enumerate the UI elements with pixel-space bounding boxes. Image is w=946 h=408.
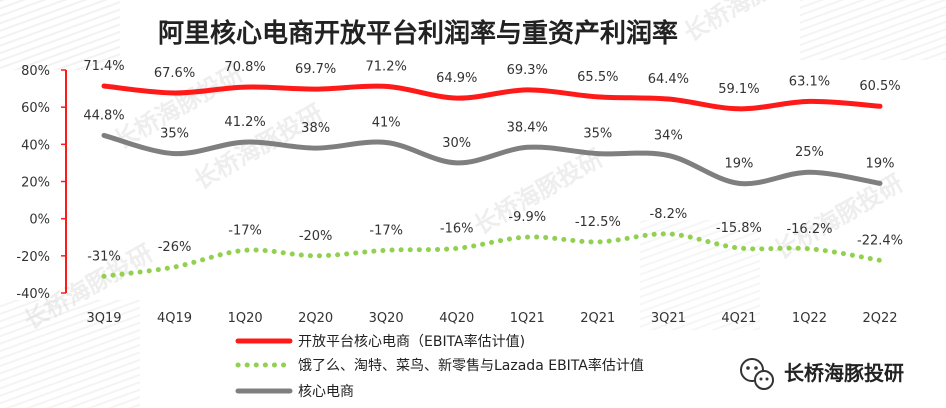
- x-tick-label: 4Q20: [439, 311, 474, 326]
- data-label-core-ecommerce-margin: 38%: [301, 121, 330, 136]
- data-label-new-business-margin: -22.4%: [857, 233, 903, 248]
- data-label-core-ecommerce-margin: 25%: [795, 145, 824, 160]
- x-tick-label: 1Q22: [792, 311, 827, 326]
- data-label-new-business-margin: -31%: [87, 249, 121, 264]
- legend-label-open-platform-margin: 开放平台核心电商（EBITA率估计值): [298, 333, 525, 350]
- y-tick-label: 0%: [29, 213, 50, 228]
- series-line-core-ecommerce-margin: [101, 132, 883, 187]
- watermark: 长桥海豚投研: [769, 169, 908, 265]
- data-label-core-ecommerce-margin: 44.8%: [83, 108, 124, 123]
- y-tick-label: 20%: [21, 176, 50, 191]
- data-label-core-ecommerce-margin: 41%: [372, 115, 401, 130]
- data-label-new-business-margin: -15.8%: [716, 221, 762, 236]
- y-tick-label: 80%: [21, 64, 50, 79]
- data-label-open-platform-margin: 71.2%: [366, 59, 407, 74]
- decorative-hatch-top-right: [800, 0, 946, 60]
- x-tick-label: 1Q20: [228, 311, 263, 326]
- data-label-open-platform-margin: 59.1%: [718, 82, 759, 97]
- legend: 开放平台核心电商（EBITA率估计值) 饿了么、淘特、菜鸟、新零售与Lazada …: [235, 333, 644, 400]
- data-label-new-business-margin: -17%: [369, 223, 403, 238]
- data-labels: 71.4% 67.6% 70.8% 69.7% 71.2% 64.9% 69.3% 65.5%…: [83, 59, 903, 264]
- x-tick-label: 3Q20: [369, 311, 404, 326]
- data-label-new-business-margin: -9.9%: [508, 210, 546, 225]
- data-label-open-platform-margin: 67.6%: [154, 66, 195, 81]
- x-tick-label: 2Q21: [580, 311, 615, 326]
- data-label-new-business-margin: -12.5%: [575, 215, 621, 230]
- x-tick-label: 4Q21: [721, 311, 756, 326]
- data-label-new-business-margin: -17%: [228, 223, 262, 238]
- data-label-core-ecommerce-margin: 38.4%: [507, 120, 548, 135]
- y-axis: -40% -20% 0% 20% 40% 60% 80%: [16, 64, 67, 302]
- data-label-new-business-margin: -16.2%: [786, 222, 832, 237]
- data-label-core-ecommerce-margin: 41.2%: [224, 115, 265, 130]
- data-label-open-platform-margin: 64.9%: [436, 71, 477, 86]
- data-label-core-ecommerce-margin: 35%: [160, 127, 189, 142]
- series-line-open-platform-margin: [101, 83, 883, 112]
- x-tick-label: 4Q19: [157, 311, 192, 326]
- x-tick-label: 3Q21: [651, 311, 686, 326]
- y-tick-label: -20%: [16, 250, 50, 265]
- x-tick-label: 3Q19: [86, 311, 121, 326]
- decorative-hatch-bottom-left: [0, 300, 140, 408]
- series-line-new-business-margin: [101, 231, 883, 279]
- decorative-hatch-top-left: [0, 0, 120, 70]
- data-label-open-platform-margin: 63.1%: [789, 74, 830, 89]
- series-group: [101, 83, 883, 279]
- data-label-new-business-margin: -8.2%: [650, 207, 688, 222]
- y-tick-label: -40%: [16, 287, 50, 302]
- data-label-core-ecommerce-margin: 35%: [583, 127, 612, 142]
- x-tick-label: 1Q21: [510, 311, 545, 326]
- data-label-core-ecommerce-margin: 34%: [654, 128, 683, 143]
- data-label-new-business-margin: -26%: [158, 240, 192, 255]
- x-tick-label: 2Q22: [862, 311, 897, 326]
- data-label-open-platform-margin: 71.4%: [83, 59, 124, 74]
- data-label-new-business-margin: -16%: [440, 221, 474, 236]
- watermark: 长桥海豚投研: [679, 0, 818, 47]
- chart-title: 阿里核心电商开放平台利润率与重资产利润率: [158, 18, 678, 49]
- data-label-open-platform-margin: 69.7%: [295, 62, 336, 77]
- data-label-core-ecommerce-margin: 19%: [866, 156, 895, 171]
- data-label-open-platform-margin: 70.8%: [224, 60, 265, 75]
- data-label-open-platform-margin: 60.5%: [859, 79, 900, 94]
- x-tick-label: 2Q20: [298, 311, 333, 326]
- data-label-core-ecommerce-margin: 30%: [442, 136, 471, 151]
- data-label-new-business-margin: -20%: [299, 229, 333, 244]
- data-label-core-ecommerce-margin: 19%: [724, 156, 753, 171]
- legend-label-new-business-margin: 饿了么、淘特、菜鸟、新零售与Lazada EBITA率估计值: [298, 357, 644, 374]
- legend-label-core-ecommerce-margin: 核心电商: [298, 384, 354, 400]
- wechat-icon: [740, 358, 774, 390]
- brand-logo: 长桥海豚投研: [740, 358, 904, 390]
- brand-name: 长桥海豚投研: [784, 361, 904, 385]
- y-tick-label: 60%: [21, 101, 50, 116]
- x-axis: 3Q19 4Q19 1Q20 2Q20 3Q20 4Q20 1Q21 2Q21 3Q21 4Q21…: [86, 311, 897, 326]
- data-label-open-platform-margin: 65.5%: [577, 70, 618, 85]
- y-tick-label: 40%: [21, 138, 50, 153]
- data-label-open-platform-margin: 69.3%: [507, 63, 548, 78]
- data-label-open-platform-margin: 64.4%: [648, 72, 689, 87]
